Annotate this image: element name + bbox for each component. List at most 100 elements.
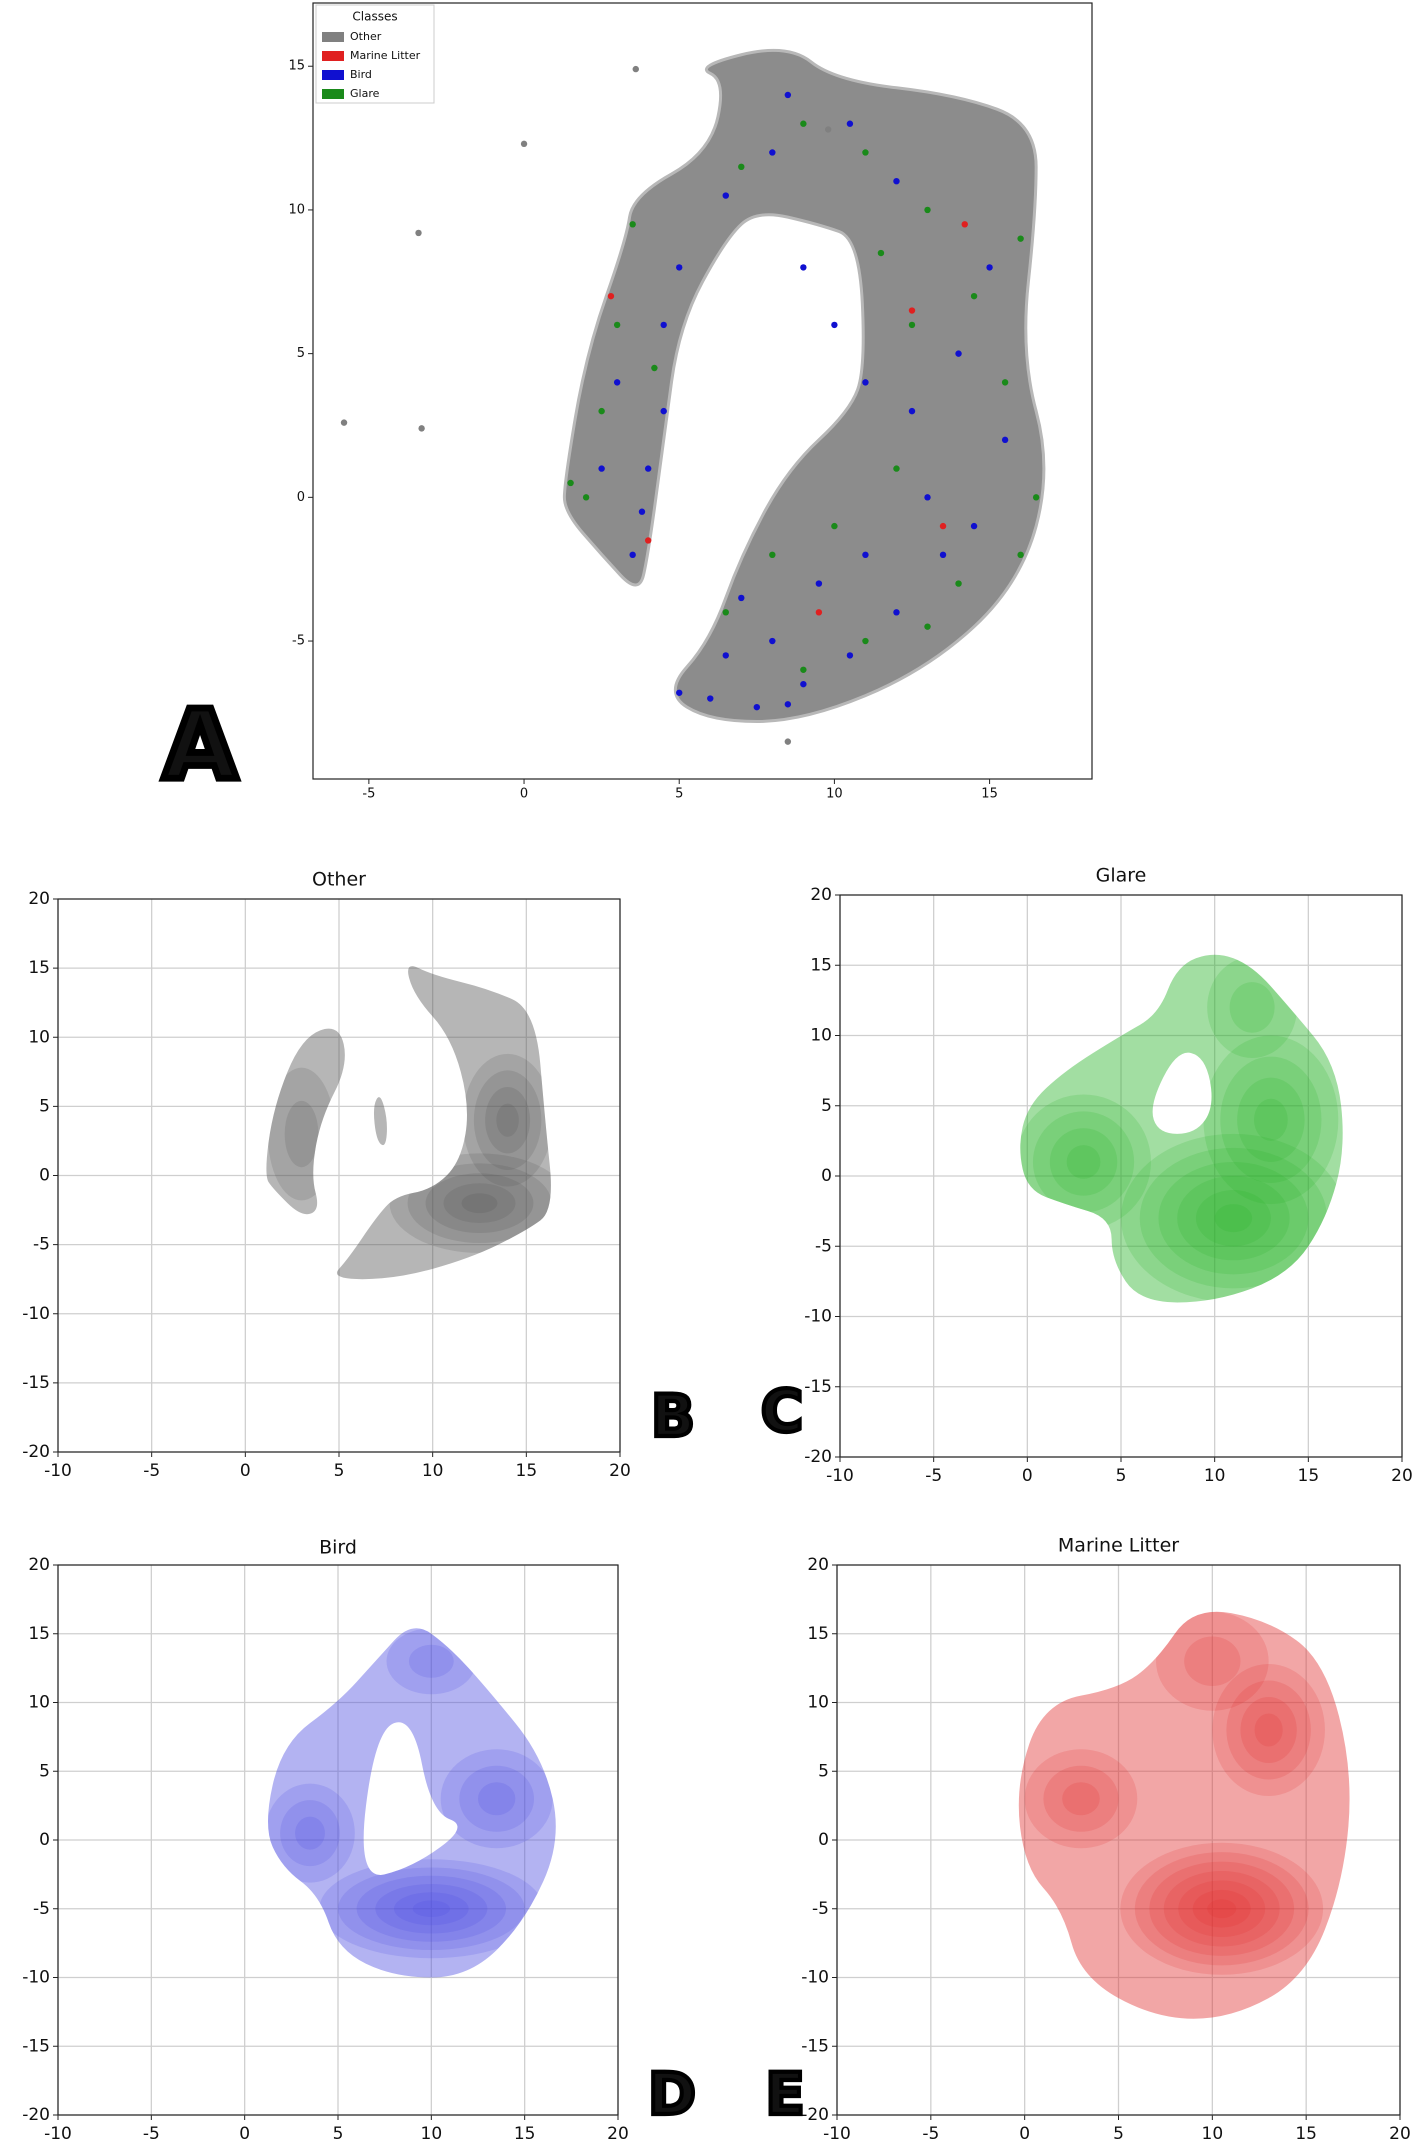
x-tick-label: 10 bbox=[826, 787, 843, 802]
density-level bbox=[1158, 1161, 1309, 1275]
density-level bbox=[1020, 1094, 1151, 1230]
scatter-point bbox=[722, 652, 729, 659]
density-level bbox=[375, 1884, 488, 1934]
density-level bbox=[408, 1644, 454, 1678]
density-level bbox=[394, 1892, 469, 1926]
density-level bbox=[1163, 1871, 1280, 1947]
x-tick-label: -5 bbox=[362, 787, 375, 802]
axes-frame bbox=[312, 2, 1093, 780]
density-level bbox=[1149, 1861, 1295, 1956]
y-tick-label: -5 bbox=[33, 1235, 50, 1255]
density-region bbox=[1020, 954, 1343, 1303]
panel-label: A bbox=[163, 689, 237, 801]
y-tick-label: -20 bbox=[22, 2105, 50, 2125]
density-region bbox=[1018, 1611, 1350, 2019]
x-tick-label: 15 bbox=[514, 2124, 536, 2144]
x-tick-label: 20 bbox=[609, 1461, 631, 1481]
scatter-point bbox=[800, 666, 807, 673]
scatter-point bbox=[632, 65, 639, 73]
scatter-point bbox=[862, 379, 869, 386]
density-level bbox=[496, 1103, 519, 1137]
legend-swatch bbox=[322, 89, 344, 99]
density-level bbox=[280, 1800, 340, 1867]
x-tick-label: 0 bbox=[240, 1461, 251, 1481]
scatter-point bbox=[651, 364, 658, 372]
legend-label: Marine Litter bbox=[350, 49, 421, 62]
density-level bbox=[1177, 1176, 1290, 1261]
scatter-point bbox=[924, 494, 931, 501]
x-tick-label: 0 bbox=[1019, 2124, 1030, 2144]
y-tick-label: -5 bbox=[33, 1899, 50, 1919]
scatter-point bbox=[676, 689, 683, 696]
point-cloud-region bbox=[562, 48, 1046, 724]
legend-swatch bbox=[322, 32, 344, 42]
density-level bbox=[443, 1183, 516, 1224]
scatter-point bbox=[707, 695, 714, 702]
y-tick-label: -20 bbox=[22, 1442, 50, 1462]
legend-label: Bird bbox=[350, 68, 372, 81]
scatter-point bbox=[824, 126, 832, 133]
scatter-point bbox=[613, 321, 621, 329]
y-tick-label: 0 bbox=[39, 1166, 50, 1186]
scatter-point bbox=[784, 701, 792, 708]
x-tick-label: 5 bbox=[333, 2124, 344, 2144]
axes-frame bbox=[839, 894, 1403, 1458]
x-tick-label: -10 bbox=[44, 1461, 72, 1481]
scatter-point bbox=[815, 580, 823, 587]
panel-label: B bbox=[651, 1382, 695, 1450]
scatter-point bbox=[644, 465, 652, 472]
scatter-point bbox=[676, 264, 683, 271]
density-level bbox=[1066, 1145, 1101, 1179]
y-tick-label: 15 bbox=[810, 955, 832, 975]
chart-title: Other bbox=[312, 869, 366, 891]
y-tick-label: 20 bbox=[807, 1555, 829, 1575]
scatter-point bbox=[660, 407, 667, 415]
scatter-point bbox=[815, 609, 823, 616]
scatter-point bbox=[955, 580, 962, 587]
density-level bbox=[1226, 1680, 1311, 1780]
y-tick-label: 10 bbox=[28, 1027, 50, 1047]
x-tick-label: 5 bbox=[1113, 2124, 1124, 2144]
density-level bbox=[1240, 1697, 1297, 1763]
density-level bbox=[1043, 1765, 1119, 1832]
scatter-point bbox=[644, 537, 652, 544]
scatter-point bbox=[738, 163, 745, 171]
scatter-point bbox=[924, 206, 931, 214]
y-tick-label: -20 bbox=[804, 1447, 832, 1467]
scatter-point bbox=[598, 407, 605, 415]
scatter-point bbox=[520, 140, 528, 148]
density-region bbox=[268, 1628, 556, 1978]
density-level bbox=[459, 1765, 534, 1832]
density-level bbox=[1024, 1749, 1138, 1849]
scatter-point bbox=[660, 321, 667, 329]
legend-label: Glare bbox=[350, 87, 380, 100]
density-level bbox=[356, 1875, 506, 1942]
legend-box bbox=[315, 4, 435, 104]
y-tick-label: -10 bbox=[801, 1968, 829, 1988]
axes-frame bbox=[57, 1564, 619, 2116]
y-tick-label: 10 bbox=[807, 1693, 829, 1713]
y-tick-label: 20 bbox=[28, 1555, 50, 1575]
scatter-point bbox=[613, 379, 621, 386]
x-tick-label: 10 bbox=[1204, 1466, 1226, 1486]
y-tick-label: 0 bbox=[39, 1830, 50, 1850]
density-level bbox=[425, 1173, 534, 1234]
scatter-point bbox=[738, 594, 745, 602]
density-level bbox=[473, 1070, 542, 1170]
scatter-point bbox=[340, 419, 348, 426]
y-tick-label: -20 bbox=[801, 2105, 829, 2125]
scatter-point bbox=[831, 522, 838, 530]
y-tick-label: -5 bbox=[815, 1236, 832, 1256]
scatter-point bbox=[893, 177, 900, 185]
scatter-point bbox=[831, 321, 838, 329]
density-level bbox=[1254, 1713, 1283, 1747]
scatter-point bbox=[970, 522, 978, 530]
x-tick-label: -10 bbox=[826, 1466, 854, 1486]
y-tick-label: 5 bbox=[39, 1096, 50, 1116]
scatter-point bbox=[1001, 379, 1009, 386]
scatter-point bbox=[955, 350, 962, 357]
density-level bbox=[284, 1100, 319, 1168]
y-tick-label: -15 bbox=[22, 1373, 50, 1393]
scatter-point bbox=[607, 292, 615, 300]
density-levels bbox=[267, 1053, 551, 1253]
